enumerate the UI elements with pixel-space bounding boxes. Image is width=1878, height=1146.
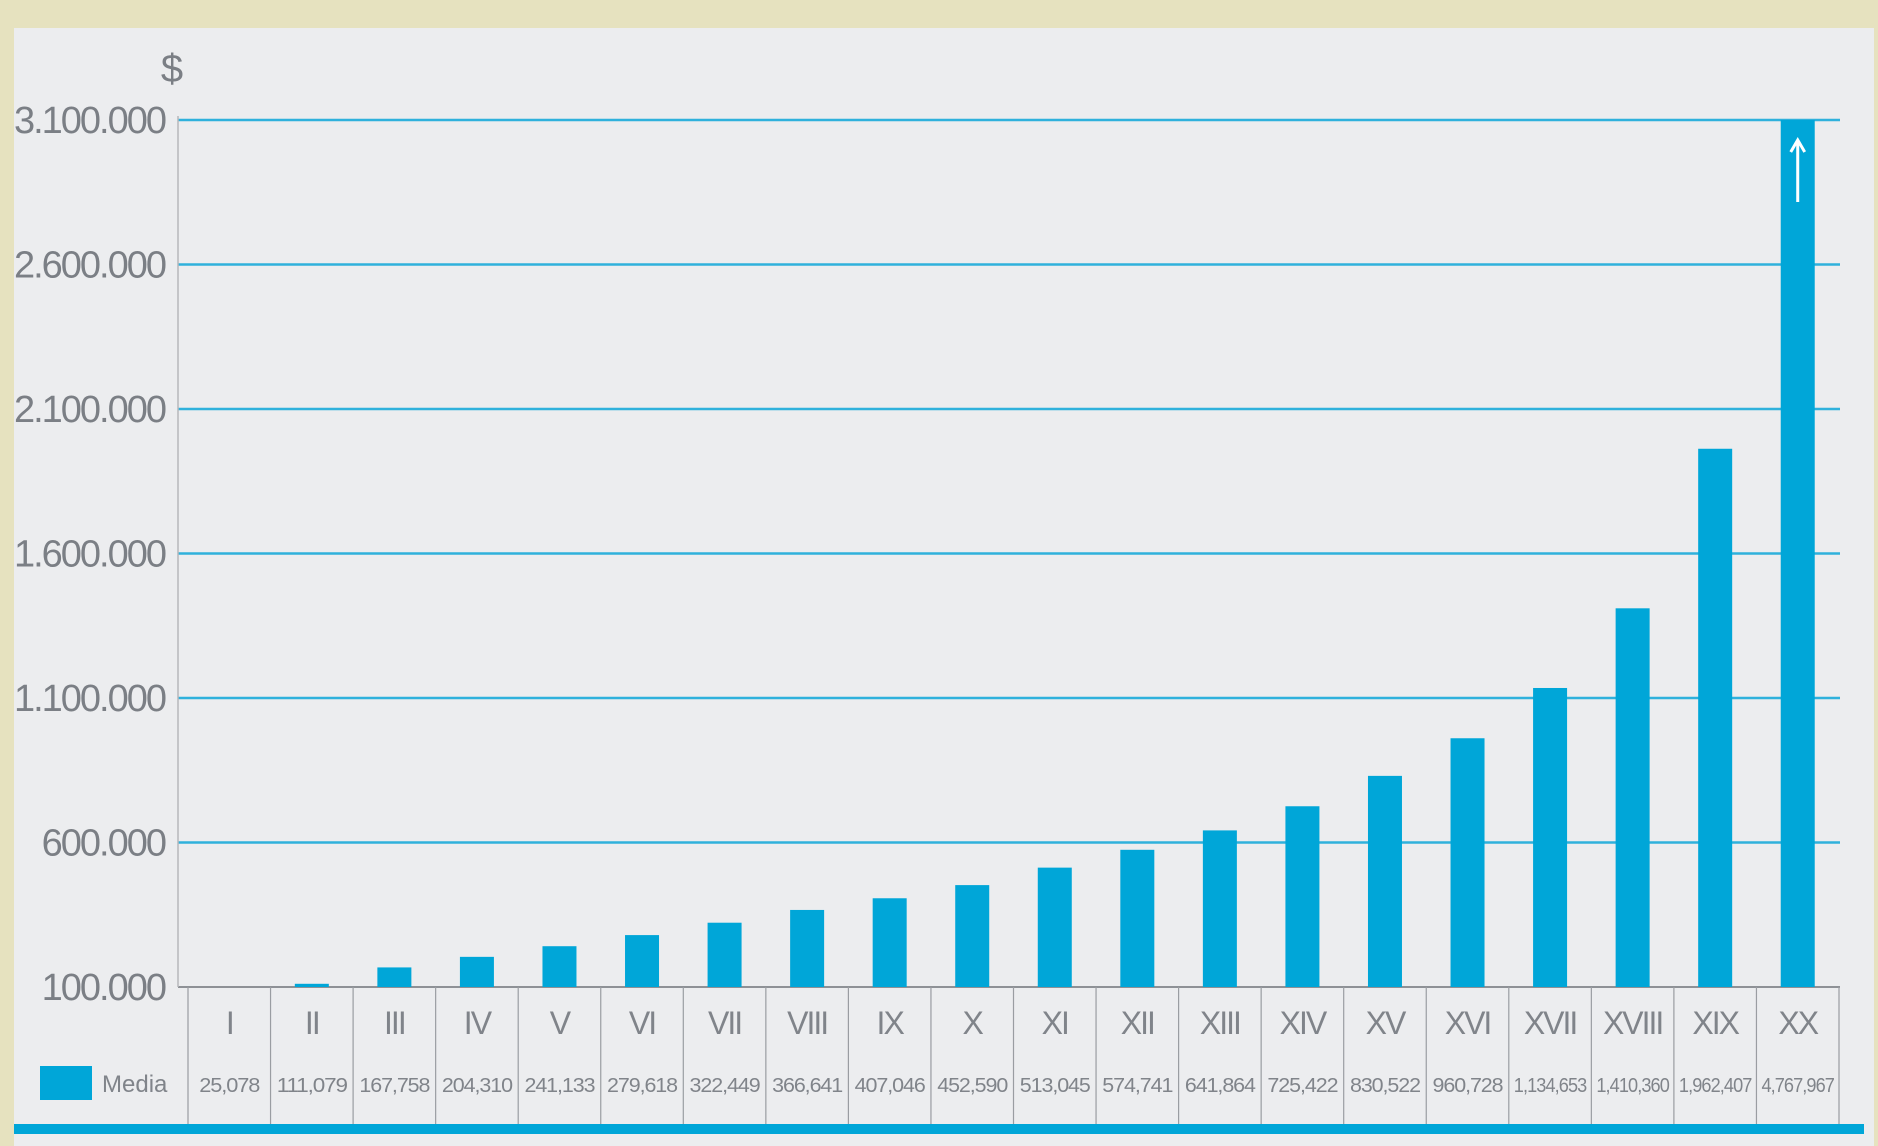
data-label: 407,046 [855,1075,926,1097]
bar-XIX [1698,448,1733,987]
data-label: 830,522 [1350,1075,1421,1097]
legend-label: Media [102,1071,168,1098]
bar-II [294,983,329,987]
y-tick-label: 3.100.000 [14,100,166,142]
bar-XIV [1285,806,1320,987]
x-tick-label: XIII [1200,1005,1240,1041]
bar-VI [625,935,660,987]
data-label: 25,078 [199,1075,260,1097]
y-tick-labels: 3.100.000 2.600.000 2.100.000 1.600.000 1.10… [14,100,168,1009]
bar-XVIII [1615,608,1650,987]
bar-XV [1367,775,1402,987]
data-label: 1,410,360 [1596,1075,1669,1097]
y-tick-label: 1.600.000 [14,534,166,576]
x-tick-label: XVI [1445,1005,1491,1041]
bar-IV [459,956,494,987]
gridlines [177,116,1840,988]
x-tick-label: III [384,1005,405,1041]
data-label: 111,079 [277,1075,348,1097]
x-tick-label: XVII [1524,1005,1576,1041]
y-tick-label: 100.000 [42,967,166,1009]
bar-V [542,946,577,987]
x-tick-label: V [550,1005,572,1041]
legend: Media [40,1066,168,1100]
y-tick-label: 2.100.000 [14,389,166,431]
data-label: 279,618 [607,1075,678,1097]
data-label: 1,134,653 [1514,1075,1587,1097]
y-tick-label: 1.100.000 [14,678,166,720]
x-tick-label: IV [464,1005,493,1041]
data-label: 452,590 [937,1075,1008,1097]
x-tick-label: XX [1778,1005,1818,1041]
y-tick-label: 600.000 [42,823,166,865]
bar-X [955,885,990,987]
data-label: 725,422 [1267,1075,1338,1097]
data-label: 204,310 [442,1075,513,1097]
bar-XII [1120,849,1155,987]
x-tick-label: VII [708,1005,741,1041]
bar-III [377,967,412,987]
bar-XI [1037,867,1072,987]
legend-swatch [40,1066,92,1100]
data-label: 574,741 [1102,1075,1173,1097]
x-tick-label: XVIII [1603,1005,1662,1041]
data-table: I 25,078 II 111,079 III 167,758 IV 204,310 V 241,… [187,987,1840,1124]
x-tick-label: VIII [787,1005,827,1041]
bar-IX [872,898,907,987]
bar-XVII [1533,687,1568,987]
bar-XX [1780,120,1815,987]
x-tick-label: VI [629,1005,655,1041]
data-label: 366,641 [772,1075,843,1097]
bottom-accent-bar [14,1124,1864,1134]
data-label: 4,767,967 [1761,1075,1834,1097]
bar-XIII [1202,830,1237,987]
x-tick-label: XIV [1280,1005,1328,1041]
overflow-arrow-icon [1789,137,1807,202]
y-tick-label: 2.600.000 [14,245,166,287]
bar-VIII [790,909,825,987]
data-label: 513,045 [1020,1075,1091,1097]
data-label: 960,728 [1433,1075,1504,1097]
x-tick-label: XV [1366,1005,1407,1041]
data-label: 241,133 [524,1075,595,1097]
bar-VII [707,922,742,987]
x-tick-label: XII [1121,1005,1154,1041]
x-tick-label: IX [877,1005,905,1041]
x-tick-label: I [226,1005,233,1041]
data-label: 1,962,407 [1679,1075,1752,1097]
x-tick-label: XIX [1692,1005,1739,1041]
x-tick-label: XI [1042,1005,1068,1041]
x-tick-label: X [963,1005,984,1041]
x-tick-label: II [305,1005,319,1041]
bars [294,120,1815,987]
data-label: 641,864 [1185,1075,1256,1097]
bar-XVI [1450,738,1485,987]
y-axis-label: $ [161,47,183,91]
data-label: 167,758 [359,1075,430,1097]
data-label: 322,449 [690,1075,761,1097]
